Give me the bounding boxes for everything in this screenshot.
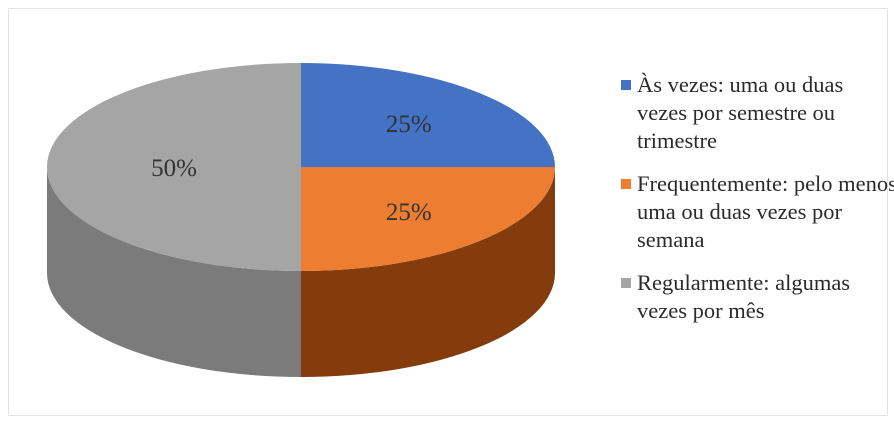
chart-area: 25% 25% 50% Às vezes: uma ou duas vezes po… (8, 8, 894, 416)
legend: Às vezes: uma ou duas vezes por semestre… (621, 71, 894, 340)
pie-slice-side (47, 167, 301, 377)
legend-item: Regularmente: algumas vezes por mês (621, 269, 894, 325)
pie-chart: 25% 25% 50% (47, 63, 555, 377)
pie-slice (301, 63, 555, 167)
legend-swatch (621, 179, 631, 189)
pie-slice (301, 167, 555, 271)
pie-slice (47, 63, 301, 271)
legend-swatch (621, 278, 631, 288)
legend-item: Às vezes: uma ou duas vezes por semestre… (621, 71, 894, 155)
data-label: 25% (386, 199, 432, 226)
data-label: 25% (386, 111, 432, 138)
data-label: 50% (151, 155, 197, 182)
legend-swatch (621, 80, 631, 90)
legend-label: Às vezes: uma ou duas vezes por semestre… (637, 72, 844, 153)
legend-label: Regularmente: algumas vezes por mês (637, 270, 851, 323)
pie-tops (47, 63, 555, 271)
pie-slice-side (301, 167, 555, 377)
pie-sides (47, 167, 555, 377)
legend-label: Frequentemente: pelo menos uma ou duas v… (637, 171, 894, 252)
legend-item: Frequentemente: pelo menos uma ou duas v… (621, 170, 894, 254)
